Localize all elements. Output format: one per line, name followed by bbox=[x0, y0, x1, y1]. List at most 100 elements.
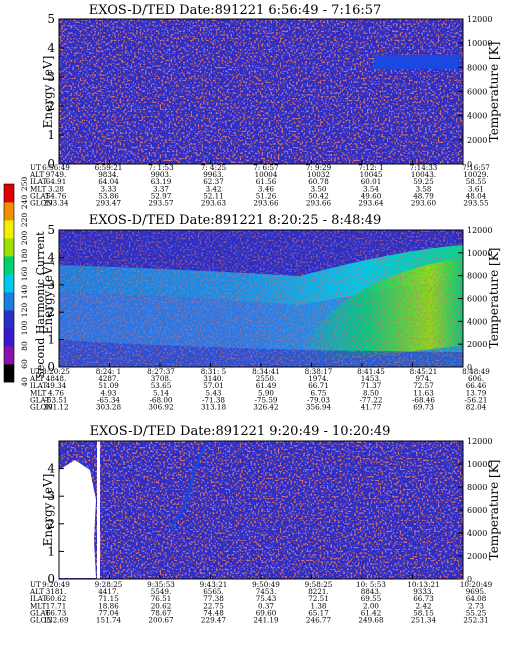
table-cell: 71.15 bbox=[98, 594, 119, 603]
table-cell: 8:27:37 bbox=[147, 367, 175, 376]
table-cell: -79.03 bbox=[307, 395, 330, 404]
table-cell: 65.17 bbox=[308, 608, 329, 617]
table-cell: 3.33 bbox=[100, 184, 116, 193]
table-cell: 54.76 bbox=[46, 191, 67, 200]
panel-3-ylabel: Energy [eV] bbox=[41, 474, 55, 547]
table-cell: 10004 bbox=[255, 170, 278, 179]
table-cell: 51.26 bbox=[256, 191, 277, 200]
panel-1-noise bbox=[59, 19, 463, 164]
table-row-label: ALT bbox=[29, 170, 44, 179]
ytick-label: 2 bbox=[47, 99, 55, 113]
table-cell: 69.55 bbox=[361, 594, 382, 603]
table-cell: 8843. bbox=[361, 587, 382, 596]
table-cell: 72.51 bbox=[308, 594, 329, 603]
table-cell: 7: 9:29 bbox=[306, 163, 332, 172]
colorbar-tick-label: 200 bbox=[20, 231, 29, 246]
panel-1-y2ticks: 0 2000 4000 6000 8000 10000 12000 bbox=[458, 15, 492, 169]
table-cell: 41.77 bbox=[361, 403, 382, 412]
colorbar-cell bbox=[4, 202, 14, 221]
colorbar-tick-label: 140 bbox=[20, 285, 29, 300]
colorbar-tick-label: 220 bbox=[20, 213, 29, 228]
table-cell: 974. bbox=[415, 374, 431, 383]
table-cell: 356.94 bbox=[306, 403, 332, 412]
panel-3-ephemeris-table: UT 9:20:49 9:28:25 9:35:53 9:43:21 9:50:49 9:5… bbox=[29, 580, 493, 625]
ytick-label: 5 bbox=[47, 12, 55, 26]
table-cell: 55.25 bbox=[466, 608, 487, 617]
table-cell: 3140. bbox=[203, 374, 224, 383]
panel-1-feature bbox=[374, 55, 460, 69]
table-cell: 78.67 bbox=[151, 608, 172, 617]
table-cell: 64.91 bbox=[46, 177, 67, 186]
table-cell: 63.19 bbox=[151, 177, 172, 186]
ytick-label: 5 bbox=[47, 223, 55, 237]
table-cell: 9834. bbox=[98, 170, 119, 179]
colorbar-cell bbox=[4, 328, 14, 347]
panel-1-y2label: Temperature [K] bbox=[487, 42, 501, 143]
colorbar-cell bbox=[4, 274, 14, 293]
table-cell: 9:20:49 bbox=[42, 580, 70, 589]
table-cell: 8:31: 5 bbox=[201, 367, 227, 376]
y2tick-label: 10000 bbox=[467, 39, 492, 48]
table-cell: 58.15 bbox=[413, 608, 434, 617]
table-cell: 51.09 bbox=[98, 381, 119, 390]
y2tick-label: 2000 bbox=[467, 340, 487, 349]
table-cell: 293.57 bbox=[148, 199, 174, 208]
table-cell: 252.31 bbox=[463, 616, 488, 625]
panel-2-noise bbox=[59, 230, 463, 367]
table-cell: 306.92 bbox=[148, 403, 173, 412]
ytick-label: 1 bbox=[47, 544, 55, 558]
table-cell: 3.37 bbox=[153, 184, 169, 193]
table-cell: 3.50 bbox=[310, 184, 326, 193]
y2tick-label: 10000 bbox=[467, 460, 492, 469]
colorbar-cell bbox=[4, 292, 14, 311]
table-cell: 8:20:25 bbox=[42, 367, 70, 376]
table-cell: 122.69 bbox=[43, 616, 69, 625]
table-cell: 326.42 bbox=[253, 403, 278, 412]
table-cell: 66.46 bbox=[466, 381, 487, 390]
table-cell: 1.38 bbox=[310, 601, 326, 610]
table-cell: 7:12: 1 bbox=[358, 163, 383, 172]
colorbar-tick-label: 100 bbox=[20, 321, 29, 336]
table-cell: 5.43 bbox=[205, 388, 221, 397]
table-cell: 7:16:57 bbox=[462, 163, 490, 172]
colorbar-tick-label: 80 bbox=[20, 341, 29, 351]
table-cell: 48.04 bbox=[466, 191, 487, 200]
table-cell: 1453. bbox=[361, 374, 382, 383]
table-cell: 293.64 bbox=[358, 199, 384, 208]
y2tick-label: 0 bbox=[467, 575, 472, 584]
table-cell: 8:38:17 bbox=[305, 367, 333, 376]
table-cell: 20.62 bbox=[151, 601, 172, 610]
panel-3: EXOS-D/TED Date:891221 9:20:49 - 10:20:4… bbox=[29, 424, 501, 625]
colorbar-cell bbox=[4, 346, 14, 365]
table-cell: 22.75 bbox=[203, 601, 224, 610]
table-cell: 293.66 bbox=[306, 199, 332, 208]
panel-3-y2label: Temperature [K] bbox=[487, 460, 501, 561]
table-cell: 64.04 bbox=[98, 177, 119, 186]
table-cell: 3.46 bbox=[258, 184, 274, 193]
table-cell: 9963. bbox=[203, 170, 224, 179]
table-row-label: GLAT bbox=[30, 608, 50, 617]
table-cell: 3181. bbox=[46, 587, 67, 596]
table-cell: 49.60 bbox=[361, 191, 382, 200]
table-cell: 5.90 bbox=[258, 388, 274, 397]
table-cell: 72.57 bbox=[413, 381, 434, 390]
ytick-label: 3 bbox=[47, 278, 55, 292]
panel-2-y2ticks: 0 2000 4000 6000 8000 10000 12000 bbox=[458, 226, 492, 372]
table-cell: 60.01 bbox=[361, 177, 382, 186]
ytick-label: 0 bbox=[47, 572, 55, 586]
table-cell: 48.79 bbox=[413, 191, 434, 200]
table-cell: 293.66 bbox=[253, 199, 279, 208]
table-cell: 246.77 bbox=[306, 616, 332, 625]
table-cell: 5549. bbox=[151, 587, 172, 596]
panel-3-yticks: 0 1 2 3 4 bbox=[47, 462, 64, 586]
colorbar-cell bbox=[4, 364, 14, 383]
table-cell: 3.42 bbox=[205, 184, 221, 193]
ytick-label: 4 bbox=[47, 462, 55, 476]
panel-1-yticks: 0 1 2 3 4 5 bbox=[47, 12, 64, 171]
table-cell: 293.60 bbox=[411, 199, 437, 208]
colorbar-label: Second Harmonic Current bbox=[34, 231, 47, 379]
table-cell: 66.71 bbox=[308, 381, 329, 390]
y2tick-label: 12000 bbox=[467, 437, 492, 446]
panel-1: EXOS-D/TED Date:891221 6:56:49 - 7:16:57… bbox=[29, 3, 501, 208]
table-cell: 4.93 bbox=[100, 388, 116, 397]
